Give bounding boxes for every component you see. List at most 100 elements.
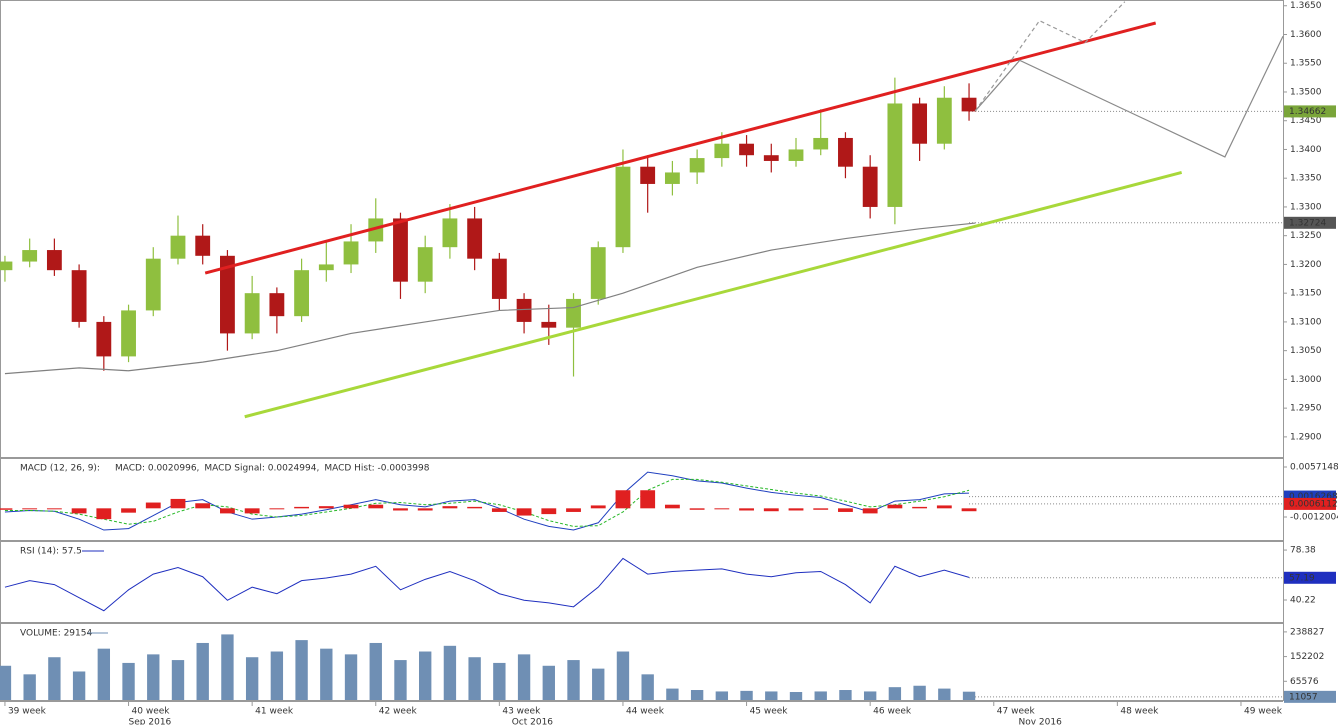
candle-body [46,250,62,271]
volume-bar [443,645,457,700]
hist-bar [343,504,359,509]
x-tick-label: 40 week [132,707,171,717]
hist-bar [467,506,483,509]
panel-title: RSI (14): 57.5 [20,547,82,557]
volume-bar [888,687,902,700]
volume-bar [517,654,531,700]
panel-title: VOLUME: 29154 [20,629,92,639]
hist-bar [96,508,112,520]
candle-body [566,298,581,328]
panel-frame [0,458,1284,541]
volume-bar [567,660,580,700]
hist-bar [0,508,13,510]
hist-bar [714,508,730,510]
candle-body [121,310,136,357]
candle-body [615,166,631,248]
hist-bar [541,508,557,515]
candle-body [294,270,310,317]
volume-bar [542,665,555,700]
volume-bar [320,648,333,700]
candle-body [343,241,359,265]
hist-bar [887,504,903,509]
candle-body [269,293,285,317]
value-box-label: 1.34662 [1289,107,1326,117]
volume-bar [592,668,605,700]
hist-bar [220,508,235,514]
candle-body [813,137,829,150]
volume-bar [196,642,209,700]
candle-body [393,218,408,282]
hist-bar [566,508,581,512]
volume-bar [245,657,259,700]
candle-body [71,270,87,322]
hist-bar [912,506,928,509]
candle-body [689,158,705,173]
candle-body [640,166,656,184]
x-tick-label: 48 week [1120,707,1159,717]
volume-bar [814,691,827,700]
hist-bar [739,508,754,511]
y-tick-label: 1.3650 [1290,1,1322,11]
overlay-line [4,222,976,375]
hist-bar [442,506,458,509]
volume-bar [171,660,185,700]
y-tick-label: 1.3350 [1290,174,1322,184]
volume-bar [97,648,111,700]
volume-bar [740,690,753,700]
volume-bar [493,662,506,700]
candle-body [22,250,38,262]
y-tick-label: 1.3600 [1290,30,1322,40]
x-tick-label: 41 week [255,707,294,717]
candle-body [714,143,730,159]
value-box-label: 11057 [1289,692,1318,702]
x-tick-label: 47 week [997,707,1036,717]
hist-bar [417,508,433,511]
volume-bar [962,691,976,700]
candle-body [516,298,532,322]
candle-body [763,155,779,161]
volume-bar [369,642,382,700]
hist-bar [590,505,606,509]
legend-entry: MACD: 0.0020996, [115,464,199,474]
volume-bar [641,674,654,700]
volume-bar [839,690,852,700]
y-tick-label: 152202 [1290,652,1324,662]
candle-body [368,218,384,242]
candle-body [961,97,977,112]
x-tick-label: 44 week [626,707,665,717]
candle-body [417,247,433,282]
candle-body [838,137,853,167]
hist-bar [121,508,136,513]
volume-bar [394,660,407,700]
y-tick-label: 1.2900 [1290,432,1322,442]
candle-body [541,321,557,328]
y-tick-label: 65576 [1290,677,1319,687]
y-tick-label: 1.3300 [1290,202,1322,212]
volume-bar [23,674,36,700]
candle-body [887,103,903,207]
hist-bar [145,502,161,509]
y-tick-label: 1.3000 [1290,375,1322,385]
y-tick-label: 1.3100 [1290,317,1322,327]
hist-bar [318,506,334,509]
candle-body [912,103,928,144]
value-box-label: 1.32724 [1289,218,1326,228]
panel-frame [0,0,1284,458]
value-box [1284,497,1336,510]
volume-bar [419,651,432,700]
y-tick-label: 1.3150 [1290,289,1322,299]
hist-bar [961,508,977,512]
candle-body [862,166,878,207]
volume-bar [221,634,234,700]
x-tick-label: 45 week [750,707,789,717]
month-label: Nov 2016 [1018,718,1062,725]
x-tick-label: 39 week [8,707,47,717]
x-tick-label: 43 week [502,707,541,717]
volume-bar [122,662,135,700]
candle-body [664,172,680,184]
candle-body [936,97,952,144]
legend-entry: MACD Hist: -0.0003998 [324,464,429,474]
hist-bar [813,508,829,510]
